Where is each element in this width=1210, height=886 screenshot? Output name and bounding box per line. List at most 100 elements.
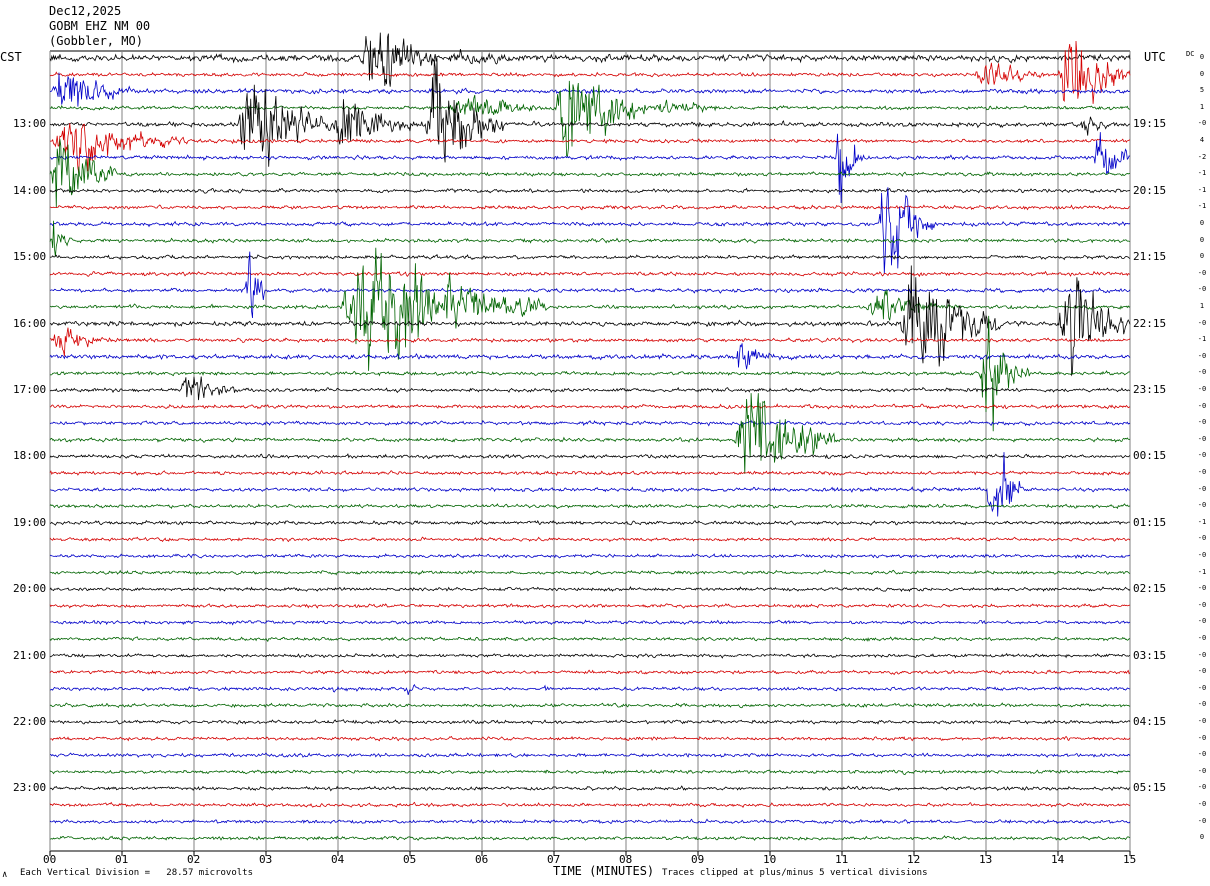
- trace-line-32: [49, 586, 1131, 592]
- trace-line-40: [49, 719, 1131, 725]
- x-tick-label-01: 01: [115, 853, 129, 866]
- dc-offset-42: -0: [1197, 750, 1207, 759]
- trace-line-41: [49, 735, 1131, 742]
- trace-line-18: [49, 343, 1131, 370]
- dc-offset-17: -1: [1197, 335, 1207, 344]
- hour-label-utc-2015: 20:15: [1133, 183, 1167, 197]
- hour-label-local-1900: 19:00: [13, 515, 47, 529]
- hour-label-utc-0215: 02:15: [1133, 582, 1167, 596]
- x-tick-label-09: 09: [691, 853, 705, 866]
- trace-line-26: [50, 452, 1131, 517]
- trace-line-13: [49, 270, 1130, 278]
- trace-line-5: [49, 122, 1131, 174]
- x-tick-label-04: 04: [331, 853, 345, 866]
- dc-offset-6: -2: [1197, 152, 1207, 161]
- trace-line-9: [49, 204, 1131, 211]
- dc-offset-35: -0: [1197, 634, 1207, 642]
- corner-mark: ∧: [2, 870, 8, 880]
- chart-date: Dec12,2025: [49, 4, 122, 18]
- chart-location: (Gobbler, MO): [49, 34, 143, 48]
- hour-label-local-1800: 18:00: [13, 449, 47, 463]
- hour-label-local-1600: 16:00: [13, 316, 47, 330]
- dc-offset-43: -0: [1197, 766, 1207, 775]
- clip-note: Traces clipped at plus/minus 5 vertical …: [662, 868, 928, 878]
- dc-offset-18: -0: [1197, 351, 1207, 360]
- dc-offset-20: -0: [1197, 385, 1207, 393]
- trace-line-38: [49, 683, 1131, 695]
- dc-offset-40: -0: [1197, 717, 1207, 725]
- dc-offset-38: -0: [1197, 683, 1207, 692]
- trace-line-10: [49, 187, 1131, 274]
- trace-line-39: [49, 702, 1131, 709]
- dc-offset-23: -0: [1197, 434, 1207, 443]
- trace-line-11: [49, 220, 1131, 257]
- x-axis-title: TIME (MINUTES): [553, 864, 655, 878]
- trace-line-0: [49, 32, 1131, 87]
- trace-line-1: [49, 40, 1131, 104]
- dc-offset-46: -0: [1197, 816, 1207, 825]
- hour-label-local-1300: 13:00: [13, 117, 47, 131]
- dc-offset-19: -0: [1197, 368, 1207, 377]
- hour-label-local-2200: 22:00: [13, 715, 47, 728]
- dc-offset-27: -0: [1197, 501, 1207, 510]
- x-tick-label-15: 15: [1123, 853, 1137, 866]
- dc-offset-41: -0: [1197, 733, 1207, 742]
- right-timezone-label: UTC: [1144, 50, 1166, 64]
- trace-line-14: [49, 251, 1131, 319]
- dc-offset-16: -0: [1197, 318, 1207, 327]
- trace-line-37: [49, 669, 1131, 676]
- trace-line-31: [49, 569, 1131, 576]
- trace-line-25: [49, 469, 1131, 477]
- trace-line-28: [49, 519, 1130, 526]
- trace-line-7: [49, 139, 1130, 208]
- dc-offset-13: -0: [1197, 268, 1207, 277]
- trace-line-4: [49, 58, 1130, 167]
- dc-offset-9: -1: [1197, 202, 1207, 211]
- dc-offset-4: -0: [1197, 119, 1207, 128]
- dc-offset-2: 5: [1199, 86, 1205, 95]
- trace-line-16: [49, 265, 1131, 377]
- trace-line-46: [49, 818, 1131, 825]
- trace-line-2: [49, 72, 1131, 107]
- trace-line-29: [49, 536, 1131, 543]
- dc-offset-0: 0: [1199, 53, 1205, 61]
- x-tick-label-05: 05: [403, 853, 417, 866]
- hour-label-utc-1915: 19:15: [1133, 117, 1167, 131]
- hour-label-utc-0415: 04:15: [1133, 715, 1167, 728]
- x-tick-label-08: 08: [619, 853, 633, 866]
- trace-line-30: [49, 553, 1131, 559]
- dc-offset-26: -0: [1197, 484, 1207, 493]
- dc-offset-7: -1: [1197, 169, 1207, 178]
- x-tick-label-14: 14: [1051, 853, 1065, 866]
- x-tick-label-02: 02: [187, 853, 201, 866]
- hour-label-utc-2215: 22:15: [1133, 316, 1167, 330]
- x-tick-label-06: 06: [475, 853, 489, 866]
- dc-offset-1: 0: [1199, 69, 1205, 78]
- trace-line-33: [49, 603, 1131, 609]
- x-tick-label-12: 12: [907, 853, 921, 866]
- left-timezone-label: CST: [0, 50, 22, 64]
- dc-offset-37: -0: [1197, 667, 1207, 676]
- dc-offset-25: -0: [1197, 468, 1207, 476]
- hour-label-utc-2315: 23:15: [1133, 383, 1167, 396]
- dc-offset-29: -0: [1197, 534, 1207, 543]
- hour-label-local-1500: 15:00: [13, 250, 47, 264]
- trace-line-45: [49, 801, 1131, 808]
- hour-label-utc-0015: 00:15: [1133, 449, 1167, 463]
- dc-offset-28: -1: [1197, 517, 1207, 526]
- dc-offset-31: -1: [1197, 567, 1207, 576]
- hour-label-local-2100: 21:00: [13, 648, 47, 662]
- dc-offset-34: -0: [1197, 617, 1207, 626]
- dc-offset-39: -0: [1197, 700, 1207, 709]
- trace-line-27: [49, 503, 1131, 510]
- dc-offset-10: 0: [1199, 219, 1205, 227]
- hour-label-local-2300: 23:00: [13, 781, 47, 795]
- x-tick-label-00: 00: [43, 853, 57, 866]
- dc-offset-47: 0: [1199, 833, 1205, 842]
- x-tick-label-11: 11: [835, 853, 849, 866]
- hour-label-utc-2115: 21:15: [1133, 250, 1167, 264]
- trace-line-21: [49, 403, 1131, 410]
- dc-offset-24: -0: [1197, 451, 1207, 460]
- trace-line-12: [49, 253, 1131, 261]
